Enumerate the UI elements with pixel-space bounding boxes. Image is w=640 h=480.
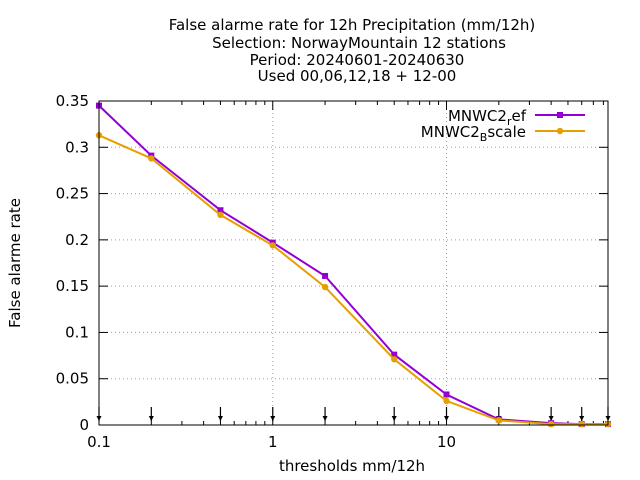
threshold-marker	[148, 407, 154, 421]
legend-label-0-sub: r	[507, 115, 512, 128]
axis-ticks: 0 0.05 0.1 0.15 0.2 0.25 0.3 0.35 0.1 1 10	[56, 92, 608, 451]
data-point	[391, 356, 398, 363]
data-point	[495, 417, 503, 424]
threshold-marker	[270, 407, 276, 421]
y-axis-label: False alarme rate	[6, 198, 24, 328]
x-tick-label: 10	[437, 433, 456, 451]
y-tick-label: 0.1	[65, 323, 89, 341]
legend-swatch-marker-1	[556, 127, 564, 135]
series-line-0	[98, 104, 608, 426]
plot-frame	[98, 100, 609, 426]
data-point	[269, 242, 276, 249]
data-point	[322, 272, 329, 279]
title-line-4: Used 00,06,12,18 + 12-00	[258, 67, 457, 85]
threshold-marker-head	[391, 416, 397, 421]
legend-label-1: MNWC2Bscale	[421, 123, 526, 144]
legend: MNWC2ref MNWC2Bscale	[421, 107, 585, 144]
data-point	[547, 420, 555, 428]
legend-label-1-main: MNWC2	[421, 123, 480, 141]
x-axis-label: thresholds mm/12h	[279, 457, 425, 475]
y-tick-label: 0.3	[65, 138, 89, 156]
y-tick-label: 0.15	[56, 277, 89, 295]
series-1	[95, 132, 612, 428]
y-tick-label: 0.05	[56, 370, 89, 388]
data-point	[321, 283, 329, 291]
y-tick-label: 0.25	[56, 185, 89, 203]
threshold-marker	[217, 407, 223, 421]
x-tick-label: 0.1	[87, 433, 111, 451]
series-layer	[95, 102, 612, 428]
threshold-marker-head	[548, 416, 554, 421]
title-line-3: Period: 20240601-20240630	[250, 51, 465, 69]
data-point	[391, 351, 398, 358]
y-tick-label: 0	[79, 416, 89, 434]
grid	[99, 101, 608, 425]
legend-label-0: MNWC2ref	[448, 107, 527, 128]
data-point	[443, 397, 450, 405]
threshold-marker	[579, 407, 585, 421]
chart-title: False alarme rate for 12h Precipitation …	[169, 16, 536, 85]
title-line-2: Selection: NorwayMountain 12 stations	[212, 34, 506, 52]
series-line-1	[98, 134, 608, 426]
threshold-marker-head	[322, 416, 328, 421]
threshold-marker	[391, 407, 397, 421]
threshold-marker-head	[444, 416, 450, 421]
data-point	[217, 207, 224, 214]
legend-swatch-marker-0	[557, 112, 563, 118]
threshold-marker-head	[270, 416, 276, 421]
threshold-markers	[96, 407, 611, 421]
legend-label-1-sub: B	[480, 131, 488, 144]
x-tick-label: 1	[268, 433, 278, 451]
data-point	[443, 391, 450, 398]
data-point	[578, 420, 585, 428]
threshold-marker-head	[217, 416, 223, 421]
y-tick-label: 0.35	[56, 92, 89, 110]
legend-label-1-tail: scale	[487, 123, 526, 141]
legend-label-0-tail: ef	[511, 107, 526, 125]
legend-label-0-main: MNWC2	[448, 107, 507, 125]
series-0	[96, 102, 611, 428]
legend-entry-1: MNWC2Bscale	[421, 123, 585, 144]
threshold-marker-head	[148, 416, 154, 421]
y-tick-label: 0.2	[65, 231, 89, 249]
threshold-marker-head	[579, 416, 585, 421]
data-point	[148, 155, 155, 162]
threshold-marker	[322, 407, 328, 421]
threshold-marker	[548, 407, 554, 421]
title-line-1: False alarme rate for 12h Precipitation …	[169, 16, 536, 34]
legend-entry-0: MNWC2ref	[448, 107, 585, 128]
data-point	[217, 211, 224, 219]
threshold-marker	[444, 407, 450, 421]
